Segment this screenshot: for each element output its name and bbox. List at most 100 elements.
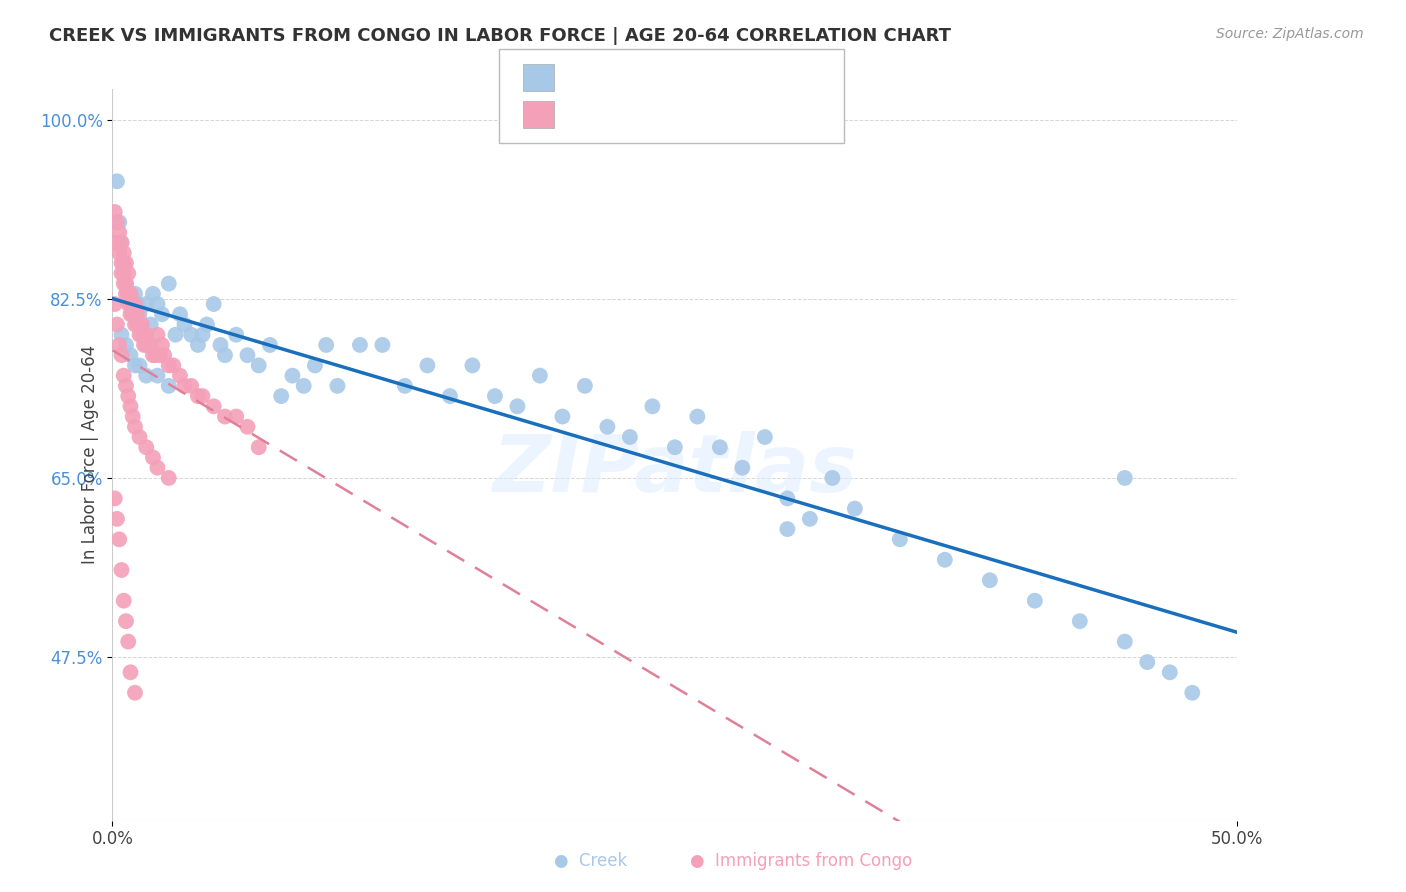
Point: [117, 297, 139, 311]
Point: [1024, 593, 1046, 607]
Point: [315, 338, 337, 352]
Point: [153, 348, 176, 362]
Point: [1069, 614, 1091, 628]
Point: [506, 400, 529, 414]
Point: [139, 318, 162, 332]
Point: [128, 327, 150, 342]
Point: [128, 430, 150, 444]
Point: [776, 491, 799, 506]
Point: [110, 348, 132, 362]
Point: [124, 359, 146, 373]
Point: [149, 348, 172, 362]
Point: [214, 348, 236, 362]
Point: [1159, 665, 1181, 680]
Text: Source: ZipAtlas.com: Source: ZipAtlas.com: [1216, 27, 1364, 41]
Point: [173, 379, 195, 393]
Point: [110, 563, 132, 577]
Point: [731, 460, 754, 475]
Point: [1136, 655, 1159, 669]
Point: [110, 327, 132, 342]
Point: [105, 235, 128, 250]
Text: -0.140: -0.140: [599, 105, 668, 124]
Point: [371, 338, 394, 352]
Point: [121, 307, 143, 321]
Point: [115, 286, 138, 301]
Point: [574, 379, 596, 393]
Point: [110, 256, 132, 270]
Point: [135, 368, 157, 383]
Point: [115, 277, 138, 291]
Point: [105, 318, 128, 332]
Point: [112, 277, 135, 291]
Point: [551, 409, 574, 424]
Point: [979, 573, 1001, 587]
Point: [259, 338, 281, 352]
Text: -0.584: -0.584: [599, 68, 669, 87]
Point: [135, 297, 157, 311]
Point: [169, 307, 191, 321]
Point: [162, 359, 184, 373]
Point: [105, 174, 128, 188]
Point: [121, 307, 143, 321]
Point: [754, 430, 776, 444]
Y-axis label: In Labor Force | Age 20-64: In Labor Force | Age 20-64: [80, 345, 98, 565]
Point: [115, 379, 138, 393]
Point: [117, 286, 139, 301]
Point: [304, 359, 326, 373]
Point: [799, 512, 821, 526]
Point: [108, 533, 131, 547]
Point: [139, 338, 162, 352]
Point: [484, 389, 506, 403]
Point: [110, 235, 132, 250]
Point: [115, 614, 138, 628]
Point: [169, 368, 191, 383]
Point: [146, 368, 169, 383]
Point: [889, 533, 911, 547]
Text: R =: R =: [568, 68, 610, 87]
Text: 80: 80: [714, 68, 741, 87]
Point: [124, 686, 146, 700]
Point: [686, 409, 709, 424]
Point: [844, 501, 866, 516]
Point: [416, 359, 439, 373]
Point: [225, 327, 247, 342]
Point: [202, 400, 225, 414]
Point: [236, 419, 259, 434]
Point: [128, 359, 150, 373]
Point: [117, 266, 139, 280]
Point: [157, 471, 180, 485]
Point: [112, 245, 135, 260]
Point: [115, 338, 138, 352]
Point: [135, 327, 157, 342]
Point: [120, 348, 142, 362]
Point: [142, 450, 165, 465]
Point: [131, 327, 153, 342]
Point: [214, 409, 236, 424]
Point: [124, 297, 146, 311]
Point: [120, 665, 142, 680]
Point: [461, 359, 484, 373]
Point: [247, 440, 270, 454]
Point: [127, 307, 149, 321]
Text: R =: R =: [568, 105, 610, 124]
Point: [112, 256, 135, 270]
Point: [124, 286, 146, 301]
Point: [104, 491, 127, 506]
Point: [180, 379, 202, 393]
Point: [619, 430, 641, 444]
Point: [108, 215, 131, 229]
Text: CREEK VS IMMIGRANTS FROM CONGO IN LABOR FORCE | AGE 20-64 CORRELATION CHART: CREEK VS IMMIGRANTS FROM CONGO IN LABOR …: [49, 27, 952, 45]
Point: [117, 634, 139, 648]
Point: [124, 419, 146, 434]
Point: [105, 215, 128, 229]
Text: N =: N =: [675, 105, 731, 124]
Point: [157, 379, 180, 393]
Point: [105, 512, 128, 526]
Point: [1114, 634, 1136, 648]
Point: [281, 368, 304, 383]
Point: [135, 440, 157, 454]
Point: [187, 389, 209, 403]
Point: [115, 277, 138, 291]
Point: [138, 338, 160, 352]
Point: [173, 318, 195, 332]
